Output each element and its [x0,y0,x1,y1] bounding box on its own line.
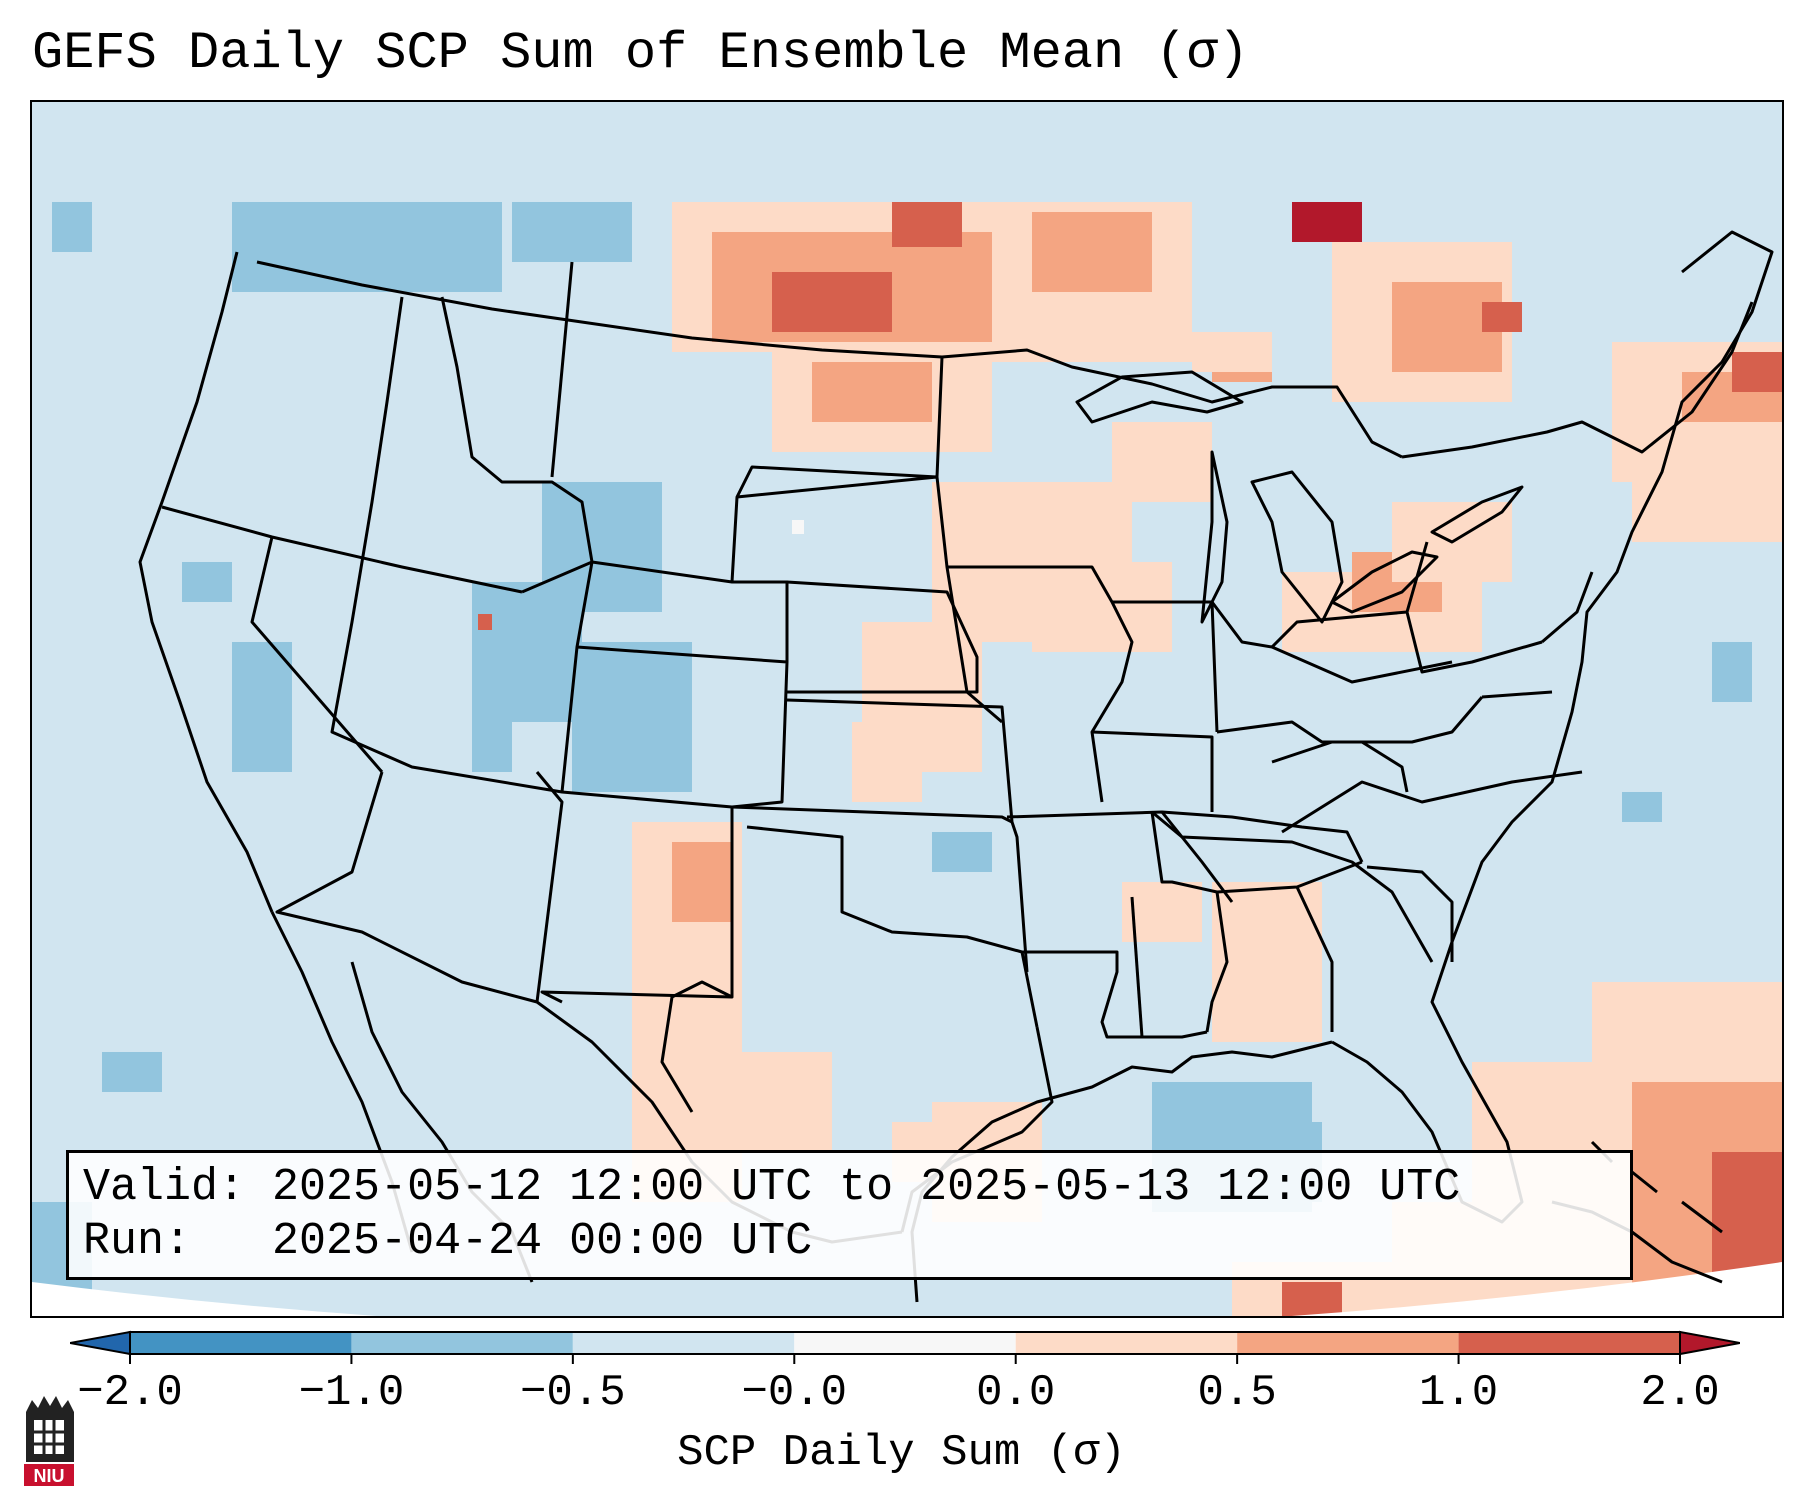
colorbar-tick-label: 0.5 [1197,1368,1277,1418]
anomaly-cell [102,1052,162,1092]
anomaly-cell [672,842,732,922]
anomaly-cell [1032,562,1172,652]
anomaly-cell [182,562,232,602]
state-borders [138,251,1754,1233]
colorbar-label: SCP Daily Sum (σ) [677,1428,1126,1478]
anomaly-cell [512,202,632,262]
colorbar-segment [1458,1332,1680,1354]
anomaly-cell [232,642,292,772]
anomaly-cell [1032,212,1152,292]
colorbar-segment [1237,1332,1459,1354]
anomaly-cell [712,1052,832,1152]
colorbar-segment [794,1332,1016,1354]
page-title: GEFS Daily SCP Sum of Ensemble Mean (σ) [32,24,1249,83]
anomaly-cell [478,614,492,630]
map-canvas [32,202,1782,1316]
anomaly-cell [332,207,442,267]
anomaly-cell [1732,352,1782,392]
university-tower-icon: NIU [24,1396,74,1486]
colorbar [70,1330,1740,1364]
colorbar-segment [130,1332,352,1354]
anomaly-cell [812,362,932,422]
colorbar-segment [351,1332,573,1354]
colorbar-tick-label: 0.0 [976,1368,1056,1418]
valid-label: Valid: [83,1162,246,1213]
colorbar-over-arrow [1679,1330,1740,1356]
anomaly-cell [1192,332,1272,372]
anomaly-cell [592,662,672,792]
anomaly-cell [1632,422,1782,542]
anomaly-cell [932,832,992,872]
anomaly-cell [472,582,582,722]
valid-value: 2025-05-12 12:00 UTC to 2025-05-13 12:00… [272,1162,1461,1213]
anomaly-field [32,202,1782,1316]
colorbar-segment [1015,1332,1238,1354]
colorbar-tick-label: −0.0 [741,1368,848,1418]
logo-text: NIU [34,1466,65,1486]
anomaly-cell [1112,422,1212,502]
colorbar-tick-label: −0.5 [520,1368,626,1418]
anomaly-cell [1482,302,1522,332]
colorbar-tick-label: 2.0 [1640,1368,1720,1418]
colorbar-tick-label: −1.0 [298,1368,405,1418]
map-panel [30,100,1784,1318]
anomaly-cell [1282,1282,1342,1316]
colorbar-segment [572,1332,795,1354]
anomaly-cell [52,202,92,252]
anomaly-cell [1292,202,1362,242]
map-domain-edge [32,1262,1782,1316]
colorbar-tick-label: 1.0 [1418,1368,1499,1418]
anomaly-cell [1712,642,1752,702]
anomaly-cell [792,520,804,534]
anomaly-cell [472,722,512,772]
colorbar-tick-label: −2.0 [77,1368,183,1418]
anomaly-cell [1622,792,1662,822]
colorbar-outline [129,1331,1681,1355]
anomaly-cell [892,202,962,247]
colorbar-under-arrow [70,1330,131,1356]
anomaly-cell [1212,882,1322,1042]
anomaly-cell [852,722,922,802]
anomaly-cell [772,272,892,332]
valid-info-box: Valid: 2025-05-12 12:00 UTC to 2025-05-1… [66,1150,1633,1280]
run-value: 2025-04-24 00:00 UTC [272,1216,813,1267]
colorbar-segments [70,1330,1740,1364]
run-label: Run: [83,1216,192,1267]
